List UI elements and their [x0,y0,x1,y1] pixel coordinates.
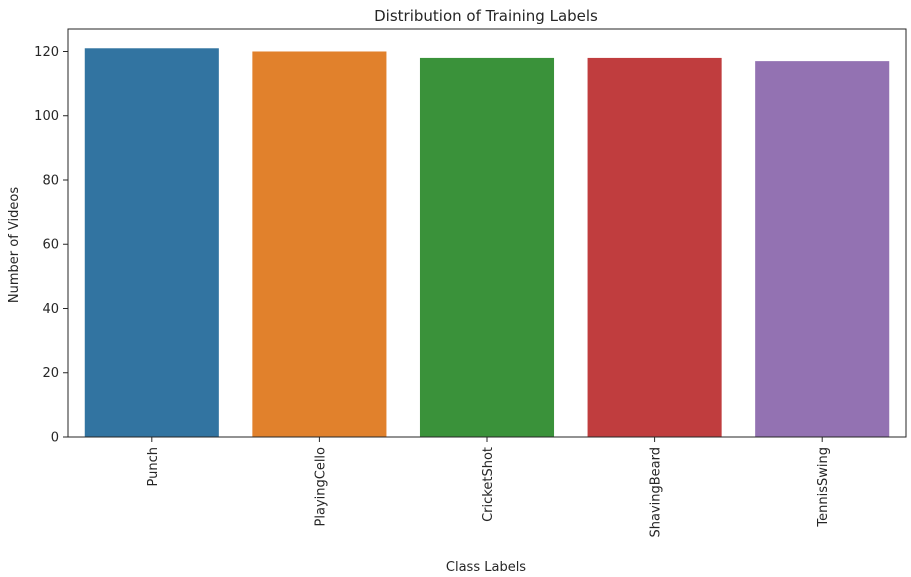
y-axis-label: Number of Videos [7,187,22,303]
y-tick-label: 40 [42,302,59,317]
y-tick-label: 120 [34,45,59,60]
bar-shavingbeard [587,57,722,437]
y-tick-label: 100 [34,109,59,124]
bars-group [84,48,890,438]
y-tick-label: 0 [51,431,59,446]
plot-area-frame [67,28,907,438]
chart-title: Distribution of Training Labels [374,7,598,25]
y-tick-label: 80 [42,173,59,188]
x-tick-label: Punch [146,447,161,486]
x-tick-label: PlayingCello [313,447,328,527]
x-axis-label: Class Labels [446,560,526,575]
bar-playingcello [252,51,387,437]
x-tick-label: ShavingBeard [649,447,664,538]
x-tick-label: CricketShot [481,447,496,522]
bar-tennisswing [755,61,890,438]
y-axis-ticks: 0 20 40 60 80 100 120 [34,45,68,446]
y-tick-label: 60 [42,238,59,253]
bar-cricketshot [419,57,555,437]
x-tick-label: TennisSwing [816,447,831,528]
bar-punch [84,48,219,438]
y-tick-label: 20 [42,366,59,381]
x-axis-ticks: Punch PlayingCello CricketShot ShavingBeard… [146,437,831,538]
